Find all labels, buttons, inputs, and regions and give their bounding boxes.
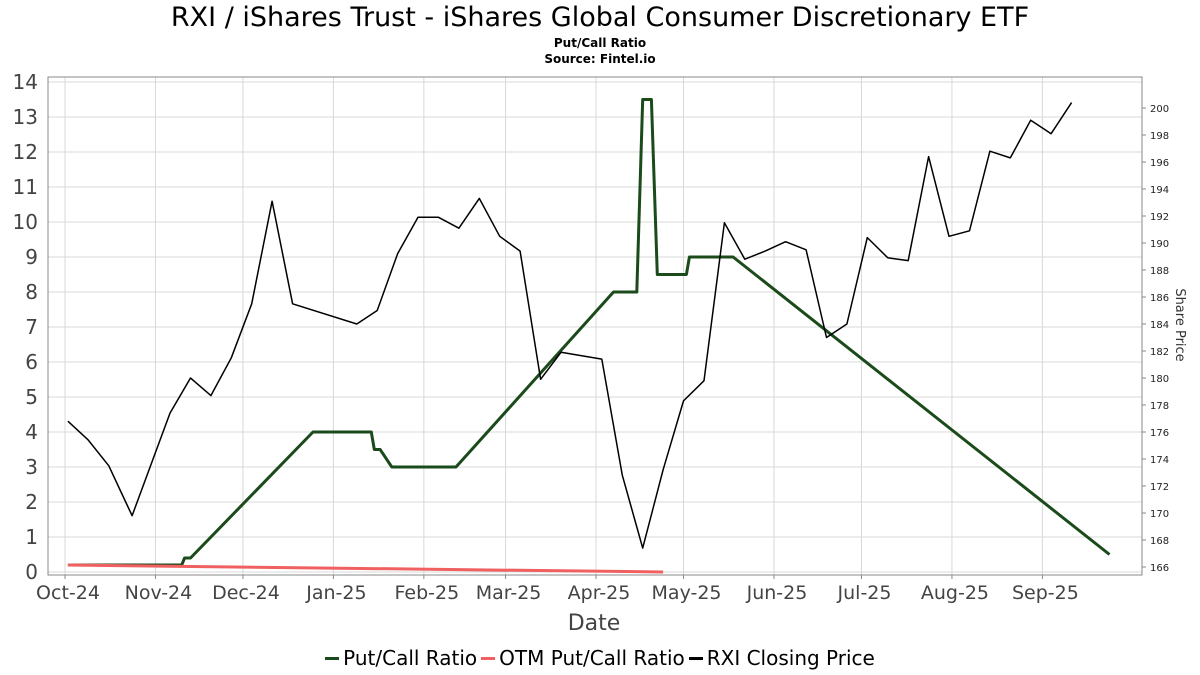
- y-right-tick-label: 178: [1150, 401, 1169, 412]
- y-left-tick-label: 5: [25, 385, 38, 409]
- y-left-tick-label: 1: [25, 525, 38, 549]
- y-right-tick-label: 170: [1150, 509, 1169, 520]
- x-tick-label: Sep-25: [1012, 582, 1079, 604]
- y-right-tick-label: 168: [1150, 536, 1169, 547]
- y-left-tick-label: 12: [13, 140, 38, 164]
- y-right-tick-label: 194: [1150, 185, 1169, 196]
- y-right-tick-label: 188: [1150, 266, 1169, 277]
- y-right-tick-label: 198: [1150, 131, 1169, 142]
- y-left-tick-label: 8: [25, 280, 38, 304]
- y-left-tick-label: 0: [25, 560, 38, 584]
- rxi-closing-price-line: [67, 102, 1073, 549]
- y-right-tick-label: 186: [1150, 293, 1169, 304]
- legend-label: Put/Call Ratio: [343, 646, 478, 670]
- chart-source: Source: Fintel.io: [544, 52, 656, 66]
- x-tick-label: Aug-25: [921, 582, 989, 604]
- y-left-tick-label: 14: [13, 70, 38, 94]
- legend-item-otm: OTM Put/Call Ratio: [481, 646, 685, 670]
- y-right-tick-label: 172: [1150, 482, 1169, 493]
- y-right-tick-label: 196: [1150, 158, 1169, 169]
- y-left-tick-label: 10: [13, 210, 38, 234]
- otm-put-call-ratio-line: [67, 563, 664, 574]
- plot-frame: [47, 76, 1143, 576]
- legend-swatch: [325, 656, 340, 660]
- x-tick-label: Nov-24: [125, 582, 193, 604]
- legend: Put/Call Ratio OTM Put/Call Ratio RXI Cl…: [0, 646, 1200, 670]
- chart-subtitle: Put/Call Ratio: [553, 36, 647, 50]
- x-tick-label: May-25: [652, 582, 722, 604]
- legend-item-price: RXI Closing Price: [688, 646, 875, 670]
- x-tick-label: Oct-24: [36, 582, 100, 604]
- y-right-tick-label: 190: [1150, 239, 1169, 250]
- x-tick-label: Jan-25: [305, 582, 366, 604]
- legend-swatch: [481, 656, 496, 660]
- y-right-tick-label: 166: [1150, 563, 1169, 574]
- x-tick-label: Jun-25: [746, 582, 808, 604]
- x-axis-label: Date: [568, 611, 621, 636]
- legend-label: OTM Put/Call Ratio: [499, 646, 685, 670]
- y-left-tick-label: 9: [25, 245, 38, 269]
- y-left-tick-label: 4: [25, 420, 38, 444]
- y-right-tick-label: 174: [1150, 455, 1169, 466]
- y-left-tick-label: 11: [13, 175, 38, 199]
- y-right-tick-label: 192: [1150, 212, 1169, 223]
- legend-label: RXI Closing Price: [706, 646, 875, 670]
- y-right-tick-label: 184: [1150, 320, 1169, 331]
- x-tick-label: Jul-25: [837, 582, 892, 604]
- grid: [48, 77, 1142, 575]
- x-tick-label: Dec-24: [212, 582, 280, 604]
- y-left-tick-label: 2: [25, 490, 38, 514]
- y-left-tick-label: 13: [13, 105, 38, 129]
- chart-title: RXI / iShares Trust - iShares Global Con…: [170, 2, 1030, 33]
- y-left-tick-label: 3: [25, 455, 38, 479]
- right-axis-label: Share Price: [1172, 288, 1187, 361]
- x-tick-label: Feb-25: [395, 582, 460, 604]
- put-call-ratio-line: [67, 98, 1111, 567]
- axes: 0123456789101112131416616817017217417617…: [13, 70, 1170, 604]
- legend-swatch: [688, 656, 703, 660]
- y-left-tick-label: 7: [25, 315, 38, 339]
- y-right-tick-label: 200: [1150, 104, 1169, 115]
- legend-item-put-call: Put/Call Ratio: [325, 646, 477, 670]
- x-tick-label: Mar-25: [476, 582, 542, 604]
- y-left-tick-label: 6: [25, 350, 38, 374]
- y-right-tick-label: 180: [1150, 374, 1169, 385]
- y-right-tick-label: 176: [1150, 428, 1169, 439]
- chart-canvas: 0123456789101112131416616817017217417617…: [13, 70, 1187, 636]
- x-tick-label: Apr-25: [568, 582, 631, 604]
- y-right-tick-label: 182: [1150, 347, 1169, 358]
- series-layer: [67, 98, 1111, 574]
